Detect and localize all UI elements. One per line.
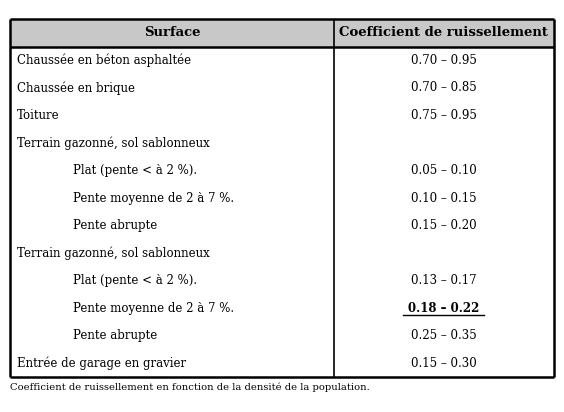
Text: Chaussée en brique: Chaussée en brique xyxy=(17,81,135,95)
Text: Entrée de garage en gravier: Entrée de garage en gravier xyxy=(17,356,186,370)
Text: 0.18 – 0.22: 0.18 – 0.22 xyxy=(408,302,479,315)
Text: 0.10 – 0.15: 0.10 – 0.15 xyxy=(411,192,477,204)
Text: Toiture: Toiture xyxy=(17,109,60,122)
Text: Coefficient de ruissellement en fonction de la densité de la population.: Coefficient de ruissellement en fonction… xyxy=(10,382,370,392)
Text: Pente abrupte: Pente abrupte xyxy=(73,219,157,232)
Text: 0.70 – 0.85: 0.70 – 0.85 xyxy=(411,81,477,94)
Text: Chaussée en béton asphaltée: Chaussée en béton asphaltée xyxy=(17,54,191,67)
Text: 0.75 – 0.95: 0.75 – 0.95 xyxy=(411,109,477,122)
Text: 0.15 – 0.30: 0.15 – 0.30 xyxy=(411,357,477,370)
Text: Plat (pente < à 2 %).: Plat (pente < à 2 %). xyxy=(73,274,197,287)
Text: Terrain gazonné, sol sablonneux: Terrain gazonné, sol sablonneux xyxy=(17,136,210,150)
Text: 0.25 – 0.35: 0.25 – 0.35 xyxy=(411,329,477,342)
Text: 0.15 – 0.20: 0.15 – 0.20 xyxy=(411,219,477,232)
Bar xyxy=(10,19,554,47)
Text: 0.13 – 0.17: 0.13 – 0.17 xyxy=(411,274,477,287)
Text: Coefficient de ruissellement: Coefficient de ruissellement xyxy=(340,26,548,39)
Text: Pente moyenne de 2 à 7 %.: Pente moyenne de 2 à 7 %. xyxy=(73,302,235,315)
Text: Terrain gazonné, sol sablonneux: Terrain gazonné, sol sablonneux xyxy=(17,246,210,260)
Text: Pente moyenne de 2 à 7 %.: Pente moyenne de 2 à 7 %. xyxy=(73,192,235,204)
Text: Pente abrupte: Pente abrupte xyxy=(73,329,157,342)
Text: Surface: Surface xyxy=(144,26,200,39)
Text: 0.05 – 0.10: 0.05 – 0.10 xyxy=(411,164,477,177)
Text: 0.70 – 0.95: 0.70 – 0.95 xyxy=(411,54,477,67)
Text: Plat (pente < à 2 %).: Plat (pente < à 2 %). xyxy=(73,164,197,177)
